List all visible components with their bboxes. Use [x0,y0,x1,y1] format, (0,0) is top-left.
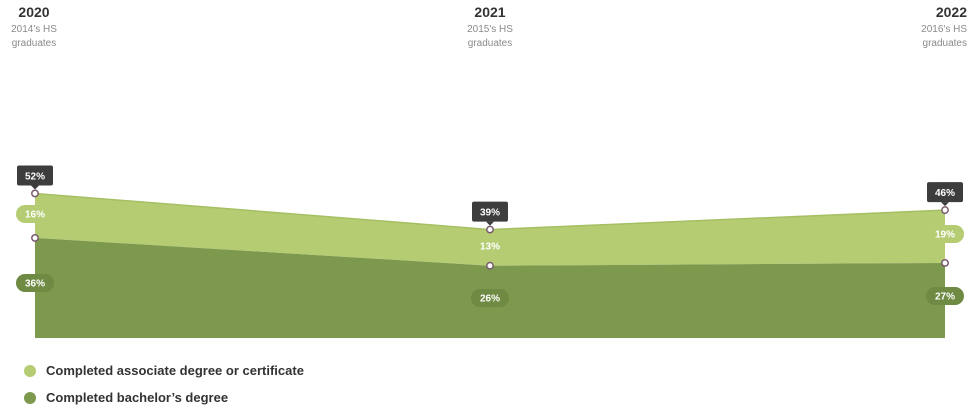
total-label: 46% [927,182,963,207]
category-year: 2022 [936,4,967,20]
total-label-pointer [941,202,949,207]
category-subtitle-line2: graduates [12,38,56,49]
bachelor-label-bg [471,289,509,307]
bachelor-label: 27% [926,287,964,305]
associate-label-text: 16% [25,210,45,221]
total-label-text: 39% [480,208,500,219]
total-label-box [17,165,53,186]
total-label: 39% [472,201,508,226]
associate-label-text: 13% [480,242,500,253]
bachelor-label-text: 36% [25,279,45,290]
legend-item-bachelor: Completed bachelor’s degree [24,389,304,406]
data-labels: 52% 16% 36% 39% 13% 26% 46% 19% 27% [16,165,964,307]
marker-total [31,189,39,198]
associate-label-bg [926,225,964,243]
legend: Completed associate degree or certificat… [24,362,304,416]
chart: 52% 16% 36% 39% 13% 26% 46% 19% 27% 2020 2014's H… [11,4,967,338]
legend-label-bachelor: Completed bachelor’s degree [46,390,229,405]
marker-total [941,206,949,215]
markers [31,189,949,270]
category-subtitle-line2: graduates [468,38,512,49]
total-label-pointer [486,221,494,226]
associate-label: 13% [471,237,509,255]
legend-swatch-associate [24,364,36,377]
category-year: 2020 [18,4,49,20]
bachelor-label-bg [16,274,54,292]
total-label-box [927,182,963,203]
total-label-box [472,201,508,222]
legend-label-associate: Completed associate degree or certificat… [46,363,304,378]
bachelor-label-text: 27% [935,292,955,303]
legend-swatch-bachelor [24,391,36,404]
total-label-text: 52% [25,171,45,182]
associate-label-bg [16,205,54,223]
category-subtitle-line2: graduates [923,38,967,49]
area-bachelor [35,237,945,338]
category-header: 2022 2016's HS graduates [921,4,967,49]
total-label: 52% [17,165,53,190]
bachelor-label: 36% [16,274,54,292]
associate-label-bg [471,237,509,255]
total-label-pointer [31,185,39,190]
marker-bachelor [486,261,494,270]
marker-bachelor [31,233,39,242]
total-label-text: 46% [935,188,955,199]
category-subtitle-line1: 2015's HS [467,24,513,35]
marker-total [486,225,494,234]
bachelor-label-text: 26% [480,294,500,305]
marker-bachelor [941,258,949,267]
category-year: 2021 [474,4,505,20]
bachelor-label: 26% [471,289,509,307]
category-subtitle-line1: 2016's HS [921,24,967,35]
associate-label: 16% [16,205,54,223]
category-subtitle-line1: 2014's HS [11,24,57,35]
associate-label: 19% [926,225,964,243]
legend-item-associate: Completed associate degree or certificat… [24,362,304,379]
bachelor-label-bg [926,287,964,305]
category-header: 2020 2014's HS graduates [11,4,57,49]
associate-label-text: 19% [935,230,955,241]
category-labels: 2020 2014's HS graduates 2021 2015's HS gradu… [11,4,967,49]
category-header: 2021 2015's HS graduates [467,4,513,49]
